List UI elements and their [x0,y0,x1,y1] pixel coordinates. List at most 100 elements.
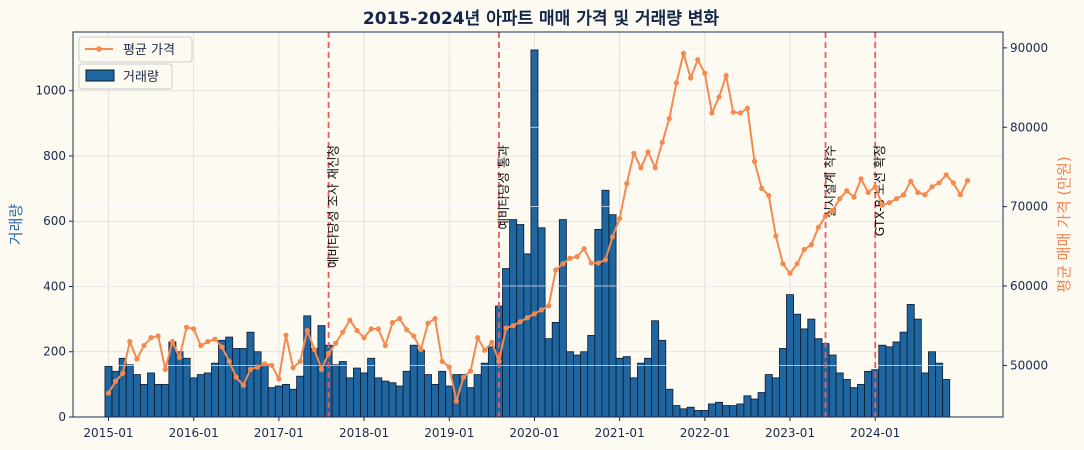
bar [878,344,887,418]
bar [225,336,234,418]
y-right-tick-label: 60000 [1010,279,1048,293]
price-point [723,73,729,79]
price-point [680,50,687,57]
bar [693,410,702,418]
axes: 0 200 400 600 800 1000 50000 60000 70000 80000 900… [35,41,1048,440]
y-right-tick-label: 70000 [1010,200,1048,214]
bar [154,383,163,418]
price-point [432,315,438,322]
bar [594,228,603,418]
legend-box-line [78,36,193,63]
bar [892,341,901,418]
bar [438,370,447,418]
bar [211,362,219,418]
y-axis-left-label: 거래량 [7,204,25,246]
price-point [546,303,552,309]
price-point [560,261,566,267]
price-point [879,202,885,208]
bar [182,357,191,418]
price-point [183,324,190,330]
bar [928,351,936,418]
price-point [425,320,431,326]
price-point [638,165,644,171]
x-tick-label: 2024-01 [850,426,900,440]
line-series [105,49,971,404]
x-tick-label: 2019-01 [424,426,474,440]
y-right-tick-label: 90000 [1010,41,1048,55]
price-point [311,346,317,353]
price-point [837,196,843,202]
bar [842,379,851,418]
bar [722,405,731,418]
bar [665,388,674,418]
bar [828,354,837,418]
bar [523,253,532,418]
bar [658,339,667,418]
price-point [482,347,488,353]
price-point [865,189,871,195]
bar-series [73,47,1003,418]
x-tick-label: 2016-01 [169,426,219,440]
plot-frame [72,31,1004,418]
price-point [460,374,467,380]
bar [835,372,844,418]
bar [445,385,454,418]
price-point [737,110,743,116]
price-point [141,342,147,349]
y-left-tick-label: 1000 [35,84,66,98]
bar [700,410,709,418]
x-tick-label: 2022-01 [680,426,730,440]
event-label: 실시설계 착수 [823,145,838,218]
bar [345,377,354,418]
price-point [574,254,580,260]
price-point [269,362,275,369]
bar [409,344,418,418]
bar [353,367,361,418]
bar [580,351,589,418]
price-point [673,80,680,86]
price-point [595,260,601,266]
price-point [340,329,346,335]
bar [395,385,404,418]
bar [338,361,347,418]
price-point [510,323,516,329]
price-point [695,57,701,63]
bar [807,318,816,418]
price-point [333,340,339,346]
bar [636,362,645,418]
price-point [766,192,772,199]
price-point [936,180,942,186]
event-label: 예비타당성 통과 [496,145,511,230]
price-point [382,342,388,349]
bar [707,403,716,418]
y-left-tick-label: 600 [43,214,66,228]
bar [743,395,752,418]
price-point [318,366,325,372]
bar [267,387,276,418]
price-point [929,184,935,190]
bar [864,370,873,418]
price-point [411,333,417,339]
bar [899,331,908,418]
price-point [226,358,232,365]
price-point [716,94,722,100]
price-point [290,365,296,371]
price-point [134,356,140,362]
bar [849,387,858,418]
bar [360,372,369,418]
bar [800,328,809,418]
event-label: GTX-B 노선 확정 [872,145,887,236]
price-point [751,158,758,164]
price-point [475,335,481,341]
bar [715,401,723,418]
legend-label-price: 평균 가격 [123,43,175,58]
bar [260,364,269,418]
price-point [389,319,396,326]
price-point [617,215,623,222]
bar [544,338,553,418]
bar [565,351,574,418]
price-point [375,326,381,332]
price-point [794,261,800,267]
bar [920,372,929,418]
price-point [759,185,765,191]
